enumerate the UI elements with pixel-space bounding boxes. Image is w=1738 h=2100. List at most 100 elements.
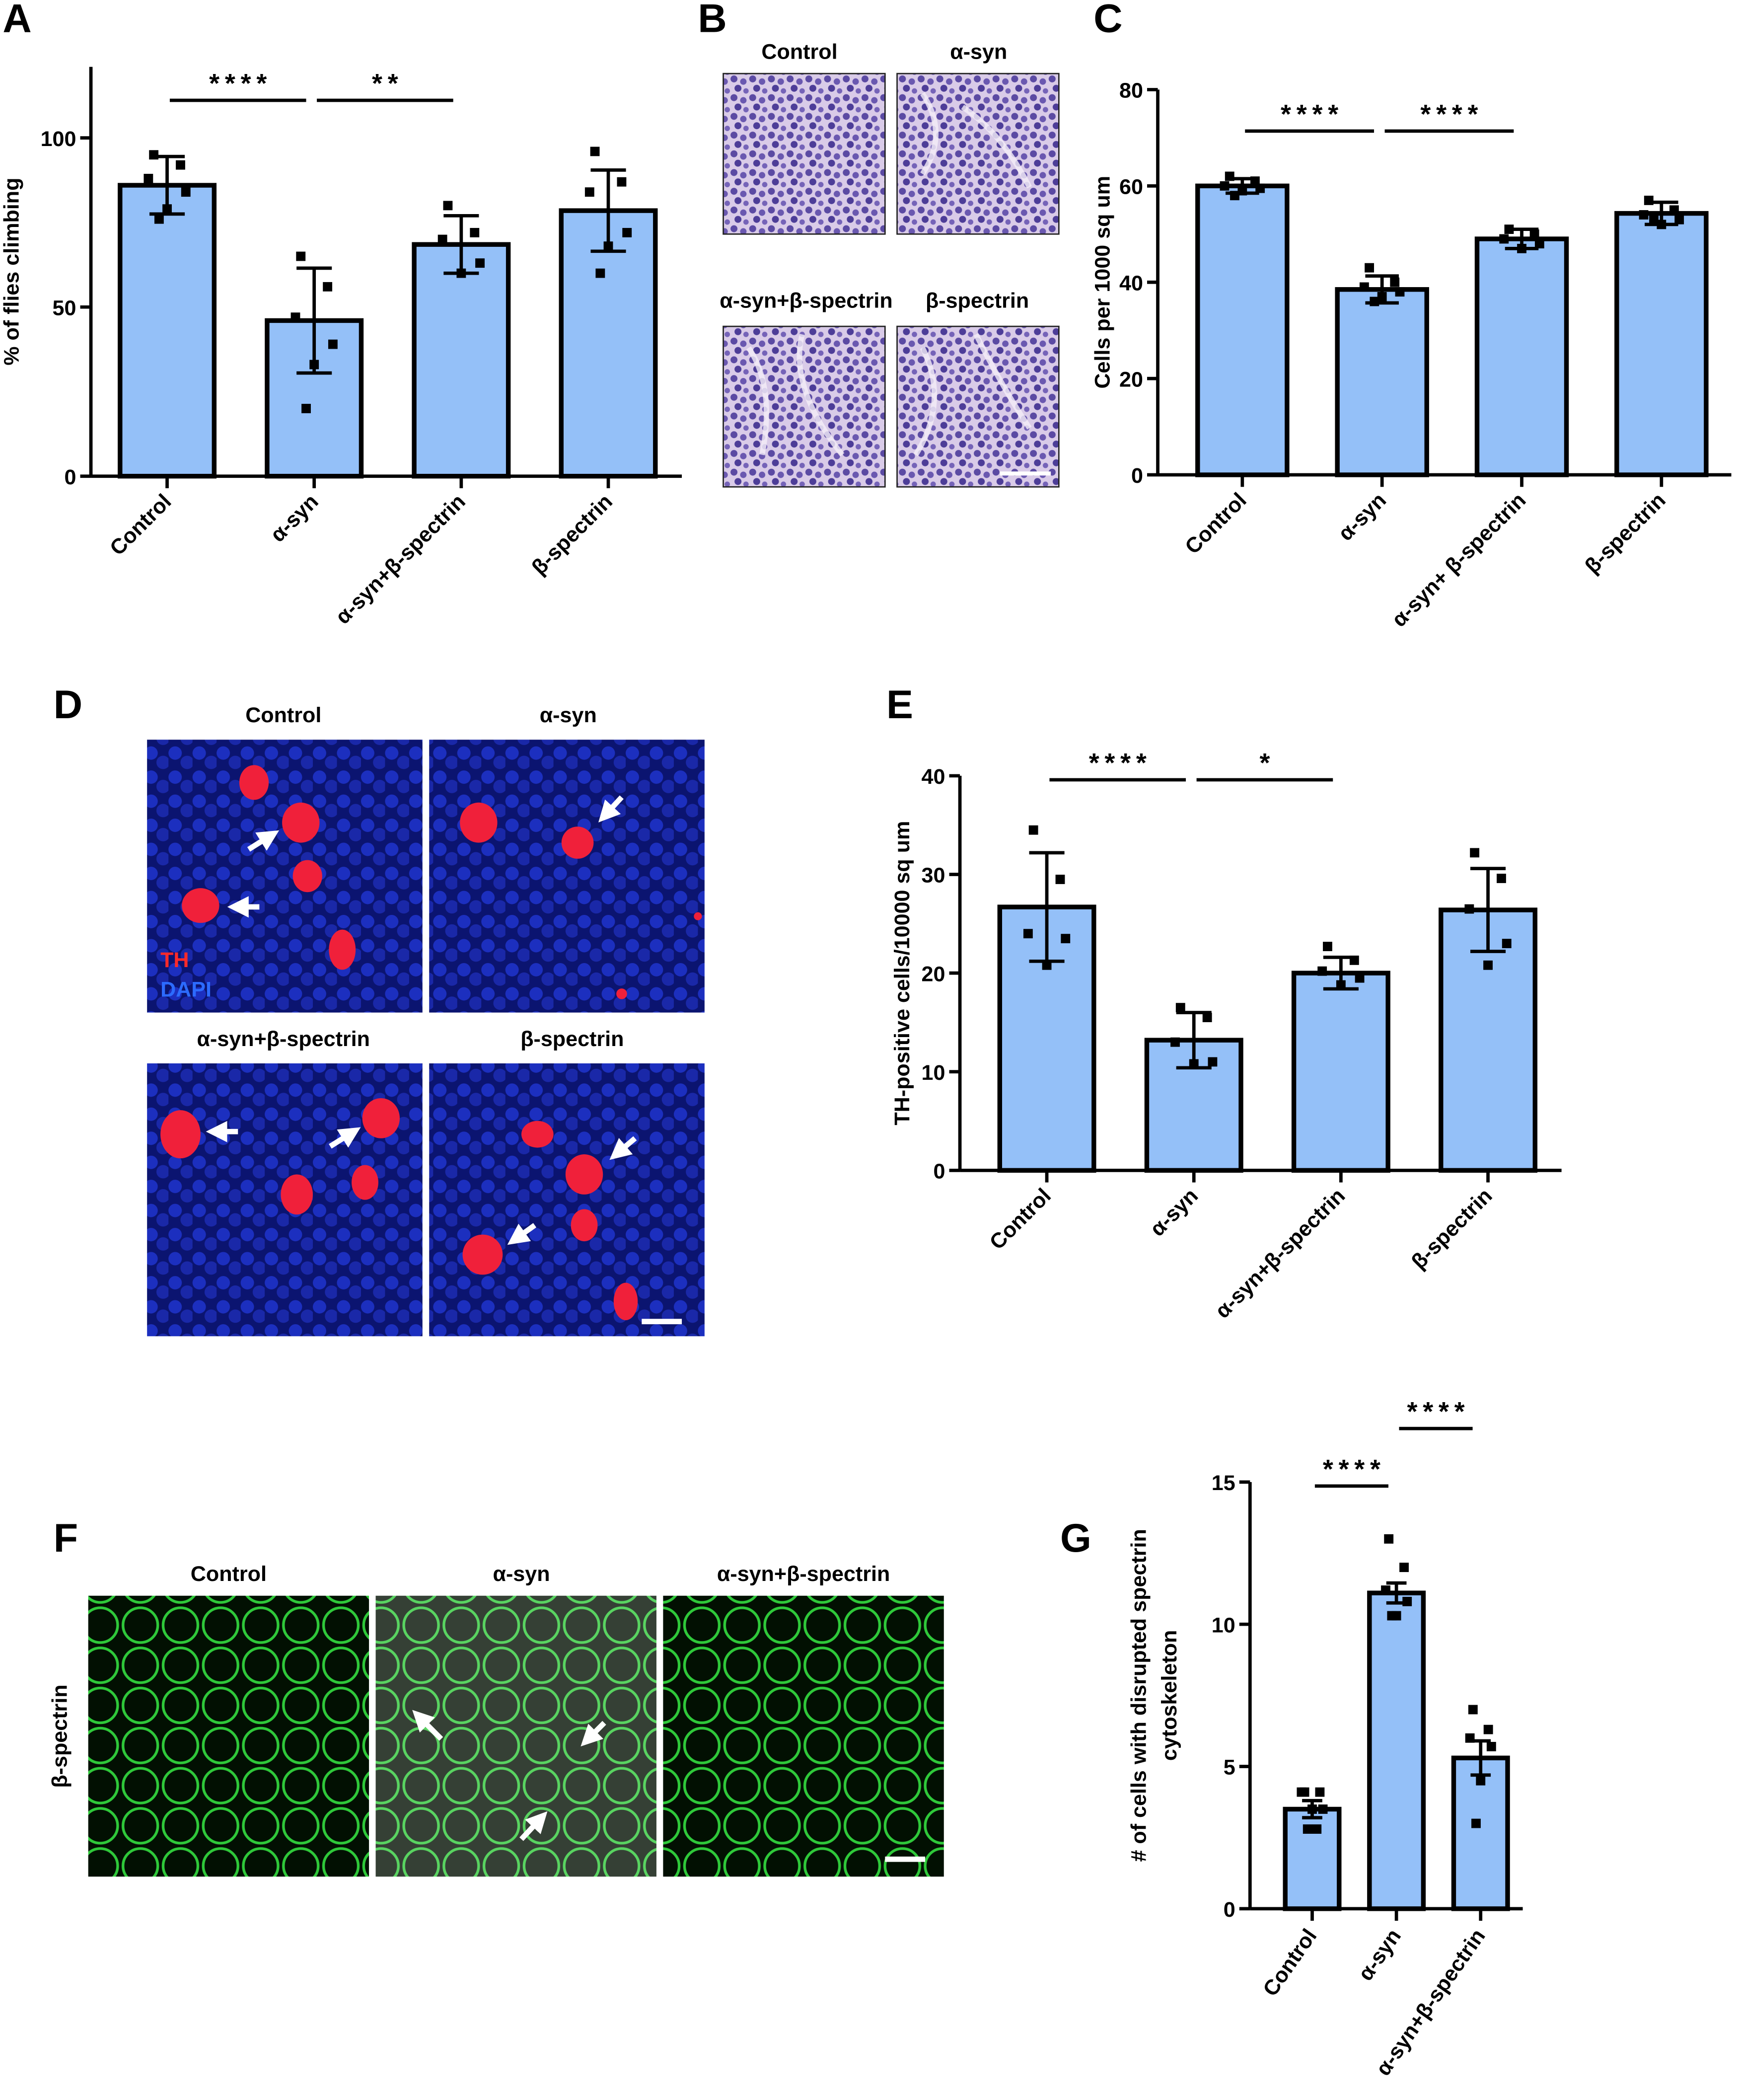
data-point — [1674, 215, 1684, 225]
data-point — [584, 187, 594, 197]
data-point — [1365, 263, 1375, 273]
data-point — [1208, 1057, 1218, 1067]
bar — [1335, 287, 1429, 477]
image-label: α-syn — [950, 40, 1007, 64]
stain-label: DAPI — [160, 977, 212, 1001]
significance-label: * — [1259, 748, 1275, 778]
x-tick-label: α-syn+ β-spectrin — [1387, 488, 1531, 632]
micrograph — [375, 1595, 656, 1877]
y-tick-label: 10 — [1212, 1613, 1235, 1637]
data-point — [1639, 210, 1649, 220]
data-point — [1255, 183, 1265, 193]
data-point — [1028, 825, 1038, 835]
data-point — [590, 147, 600, 156]
data-point — [1237, 186, 1247, 196]
bar — [1367, 1590, 1426, 1911]
data-point — [1323, 942, 1332, 951]
micrograph — [663, 1595, 944, 1877]
data-point — [1471, 1818, 1481, 1828]
data-point — [328, 339, 338, 349]
data-point — [301, 404, 311, 413]
data-point — [1307, 1804, 1317, 1814]
y-tick-label: 5 — [1224, 1756, 1235, 1780]
data-point — [1517, 243, 1526, 253]
error-bar — [296, 266, 332, 375]
data-point — [1504, 225, 1514, 234]
significance-label: ** — [372, 69, 403, 98]
bar — [559, 208, 658, 479]
error-bar — [1470, 867, 1506, 953]
panel-label: E — [886, 682, 913, 727]
y-tick-label: 20 — [922, 962, 945, 986]
image-label: Control — [245, 703, 321, 727]
image-label: α-syn+β-spectrin — [717, 1562, 890, 1586]
data-point — [1529, 229, 1539, 239]
y-tick-label: 40 — [1119, 271, 1143, 295]
data-point — [1303, 1824, 1312, 1834]
image-label: Control — [761, 40, 837, 64]
y-axis-label: % of flies climbing — [0, 178, 24, 366]
data-point — [1349, 955, 1359, 965]
data-point — [1055, 875, 1065, 884]
image-label: α-syn — [540, 703, 597, 727]
data-point — [1355, 973, 1365, 983]
y-tick-label: 100 — [41, 127, 76, 151]
data-point — [1315, 1787, 1325, 1797]
x-tick-label: Control — [985, 1184, 1056, 1254]
bar — [1614, 211, 1709, 477]
error-bar — [590, 168, 626, 253]
data-point — [1170, 1037, 1180, 1047]
y-tick-label: 30 — [922, 864, 945, 888]
image-label: α-syn+β-spectrin — [720, 289, 892, 312]
y-axis-label: cytoskeleton — [1158, 1630, 1181, 1761]
tissue-gaps — [746, 92, 1032, 456]
micrograph — [896, 73, 1060, 235]
micrograph — [147, 740, 423, 1013]
data-point — [1230, 191, 1239, 201]
data-point — [470, 227, 480, 237]
x-tick-label: α-syn — [1334, 488, 1391, 545]
data-point — [1499, 234, 1509, 244]
bar — [1291, 971, 1390, 1173]
data-point — [162, 204, 172, 214]
data-point — [1220, 181, 1230, 191]
data-point — [1189, 1059, 1199, 1069]
data-point — [1318, 1804, 1328, 1814]
y-tick-label: 10 — [922, 1061, 945, 1085]
data-point — [1483, 960, 1493, 970]
data-point — [1202, 1013, 1212, 1022]
data-point — [1317, 966, 1327, 976]
data-point — [1468, 1705, 1478, 1715]
data-point — [1534, 239, 1544, 249]
data-point — [1359, 282, 1369, 292]
x-tick-label: Control — [1180, 488, 1251, 559]
data-point — [1312, 1824, 1322, 1834]
data-point — [1497, 874, 1506, 883]
data-point — [1381, 1585, 1390, 1595]
data-point — [1402, 1596, 1412, 1606]
y-tick-label: 0 — [64, 465, 76, 489]
data-point — [1644, 195, 1654, 205]
bar — [1439, 907, 1538, 1173]
data-point — [1669, 205, 1679, 215]
y-tick-label: 15 — [1212, 1471, 1235, 1495]
data-point — [456, 268, 466, 278]
data-point — [176, 160, 185, 170]
micrograph — [723, 73, 886, 235]
stain-label: TH — [160, 948, 189, 972]
y-axis-label: TH-positive cells/10000 sq um — [890, 821, 914, 1125]
x-tick-label: β-spectrin — [1407, 1184, 1497, 1274]
data-point — [475, 258, 485, 268]
data-point — [1042, 960, 1052, 970]
data-point — [603, 241, 613, 251]
x-tick-label: β-spectrin — [1581, 488, 1670, 578]
panel-label: F — [54, 1516, 78, 1561]
micrograph — [429, 740, 705, 1013]
data-point — [154, 214, 164, 224]
data-point — [149, 150, 159, 160]
data-point — [1225, 171, 1234, 181]
data-point — [1370, 297, 1379, 306]
data-point — [1486, 1742, 1496, 1751]
